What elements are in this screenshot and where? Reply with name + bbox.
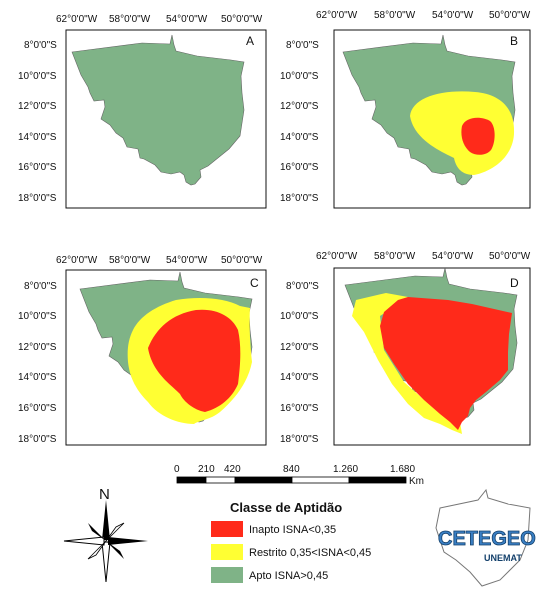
lat-label: 18°0'0"S (18, 193, 57, 204)
top-tick-labels: 62°0'0"W 58°0'0"W 54°0'0"W 50°0'0"W (316, 10, 531, 21)
top-tick-labels: 62°0'0"W 58°0'0"W 54°0'0"W 50°0'0"W (56, 14, 263, 25)
panel-letter: B (510, 34, 518, 48)
lon-label: 50°0'0"W (221, 255, 263, 266)
east-arrow (108, 537, 148, 545)
west-arrow (63, 536, 105, 546)
lon-label: 62°0'0"W (56, 14, 98, 25)
lon-label: 54°0'0"W (166, 14, 208, 25)
logo-text: CETEGEO (438, 528, 536, 550)
lat-label: 14°0'0"S (280, 132, 319, 143)
legend-swatch-restrito (211, 544, 243, 560)
lat-label: 18°0'0"S (280, 434, 319, 445)
lat-label: 14°0'0"S (18, 372, 57, 383)
panel-letter: D (510, 276, 519, 290)
lon-label: 58°0'0"W (374, 10, 416, 21)
panel-b: B 62°0'0"W 58°0'0"W 54°0'0"W 50°0'0"W 8°… (280, 10, 531, 209)
north-arrow (102, 500, 110, 540)
lat-label: 18°0'0"S (18, 434, 57, 445)
left-tick-labels: 8°0'0"S 10°0'0"S 12°0'0"S 14°0'0"S 16°0'… (18, 281, 57, 445)
lat-label: 8°0'0"S (24, 40, 57, 51)
lat-label: 10°0'0"S (18, 311, 57, 322)
lon-label: 54°0'0"W (166, 255, 208, 266)
lat-label: 8°0'0"S (286, 281, 319, 292)
legend-label: Inapto ISNA<0,35 (249, 524, 336, 536)
scale-label: 1.680 (390, 464, 415, 475)
panel-c: C 62°0'0"W 58°0'0"W 54°0'0"W 50°0'0"W 8°… (18, 255, 267, 446)
lat-label: 10°0'0"S (18, 71, 57, 82)
region-inapto (380, 297, 512, 430)
legend-title: Classe de Aptidão (230, 500, 342, 515)
northeast-arrow (105, 522, 125, 542)
panel-a: A 62°0'0"W 58°0'0"W 54°0'0"W 50°0'0"W 8°… (18, 14, 267, 209)
lat-label: 16°0'0"S (280, 162, 319, 173)
lon-label: 50°0'0"W (489, 251, 531, 262)
state-silhouette-icon (435, 488, 531, 587)
lon-label: 54°0'0"W (432, 10, 474, 21)
lat-label: 14°0'0"S (280, 372, 319, 383)
scale-segment (205, 476, 236, 484)
left-tick-labels: 8°0'0"S 10°0'0"S 12°0'0"S 14°0'0"S 16°0'… (18, 40, 57, 204)
top-tick-labels: 62°0'0"W 58°0'0"W 54°0'0"W 50°0'0"W (56, 255, 263, 266)
lon-label: 50°0'0"W (489, 10, 531, 21)
cetegeo-logo: CETEGEO UNEMAT (435, 488, 536, 587)
legend-label: Apto ISNA>0,45 (249, 570, 328, 582)
left-tick-labels: 8°0'0"S 10°0'0"S 12°0'0"S 14°0'0"S 16°0'… (280, 40, 319, 204)
panel-letter: A (246, 34, 254, 48)
lat-label: 18°0'0"S (280, 193, 319, 204)
northwest-arrow (88, 523, 106, 541)
lon-label: 62°0'0"W (56, 255, 98, 266)
scale-segment (234, 476, 293, 484)
lat-label: 8°0'0"S (24, 281, 57, 292)
logo-subtext: UNEMAT (484, 553, 522, 563)
north-label: N (99, 486, 110, 503)
lat-label: 10°0'0"S (280, 71, 319, 82)
panel-letter: C (250, 276, 259, 290)
scale-segment (291, 476, 350, 484)
compass-rose-icon: N (63, 486, 148, 583)
region-restrito (352, 293, 462, 434)
scale-unit: Km (409, 476, 424, 487)
lat-label: 12°0'0"S (18, 342, 57, 353)
lat-label: 16°0'0"S (18, 403, 57, 414)
top-tick-labels: 62°0'0"W 58°0'0"W 54°0'0"W 50°0'0"W (316, 251, 531, 262)
legend: Classe de Aptidão Inapto ISNA<0,35 Restr… (211, 500, 371, 583)
lon-label: 50°0'0"W (221, 14, 263, 25)
scale-label: 210 (198, 464, 215, 475)
south-arrow (101, 541, 111, 583)
scale-segment (176, 476, 207, 484)
lon-label: 58°0'0"W (109, 14, 151, 25)
lon-label: 62°0'0"W (316, 10, 358, 21)
scale-label: 1.260 (333, 464, 358, 475)
scale-label: 840 (283, 464, 300, 475)
lon-label: 54°0'0"W (432, 251, 474, 262)
scale-label: 0 (174, 464, 180, 475)
lat-label: 12°0'0"S (280, 342, 319, 353)
lat-label: 8°0'0"S (286, 40, 319, 51)
lon-label: 58°0'0"W (374, 251, 416, 262)
scale-label: 420 (224, 464, 241, 475)
scale-bar: 0 210 420 840 1.260 1.680 Km (174, 464, 424, 487)
southwest-arrow (87, 540, 107, 560)
scale-segment (348, 476, 407, 484)
legend-swatch-apto (211, 567, 243, 583)
lat-label: 12°0'0"S (18, 101, 57, 112)
lat-label: 16°0'0"S (18, 162, 57, 173)
region-inapto (148, 309, 241, 412)
left-tick-labels: 8°0'0"S 10°0'0"S 12°0'0"S 14°0'0"S 16°0'… (280, 281, 319, 445)
lon-label: 58°0'0"W (109, 255, 151, 266)
lat-label: 14°0'0"S (18, 132, 57, 143)
lat-label: 10°0'0"S (280, 311, 319, 322)
lat-label: 12°0'0"S (280, 101, 319, 112)
lon-label: 62°0'0"W (316, 251, 358, 262)
legend-label: Restrito 0,35<ISNA<0,45 (249, 547, 371, 559)
region-inapto (461, 117, 495, 155)
southeast-arrow (106, 541, 124, 559)
lat-label: 16°0'0"S (280, 403, 319, 414)
panel-d: D 62°0'0"W 58°0'0"W 54°0'0"W 50°0'0"W 8°… (280, 251, 531, 446)
legend-swatch-inapto (211, 521, 243, 537)
